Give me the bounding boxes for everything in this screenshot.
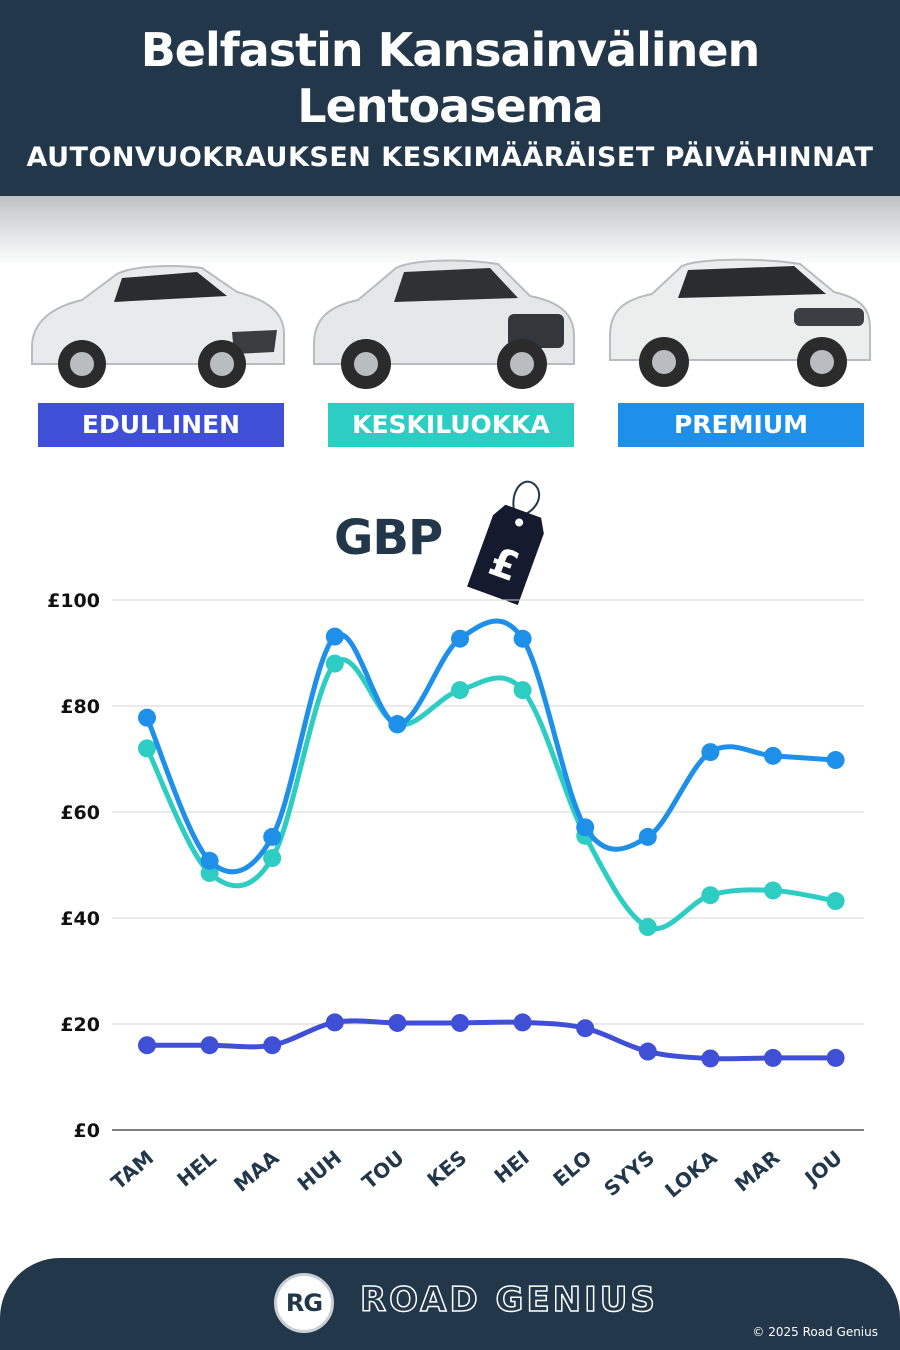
data-point — [325, 654, 344, 673]
y-tick-label: £0 — [74, 1120, 100, 1142]
data-point — [764, 881, 782, 900]
data-point — [388, 1013, 407, 1032]
data-point — [138, 739, 156, 758]
brand-name: ROAD GENIUS — [359, 1279, 658, 1321]
x-tick-label: MAA — [229, 1145, 284, 1196]
page-title-line2: Lentoasema — [297, 79, 603, 133]
x-tick-label: KES — [422, 1145, 471, 1191]
y-tick-label: £60 — [60, 802, 100, 824]
data-point — [576, 1019, 595, 1038]
data-point — [451, 629, 469, 648]
data-point — [701, 1049, 720, 1068]
category-badge-economy: EDULLINEN — [38, 403, 284, 447]
data-point — [701, 886, 720, 905]
page-title-line1: Belfastin Kansainvälinen — [140, 23, 761, 77]
series-line — [144, 657, 839, 932]
series-line — [144, 1018, 839, 1062]
y-tick-label: £80 — [60, 696, 100, 718]
data-point — [638, 827, 657, 846]
price-tag-icon: £ — [467, 480, 544, 606]
data-point — [513, 1013, 532, 1032]
footer-bar — [0, 1258, 900, 1350]
data-point — [638, 1042, 657, 1061]
y-tick-label: £40 — [60, 908, 100, 930]
category-badge-premium: PREMIUM — [618, 403, 864, 447]
category-badge-midsize: KESKILUOKKA — [328, 403, 574, 447]
data-point — [263, 849, 282, 868]
data-point — [451, 1013, 469, 1032]
data-point — [826, 751, 845, 770]
header-banner: Belfastin Kansainvälinen Lentoasema AUTO… — [0, 0, 900, 200]
hatchback-car-image — [31, 265, 285, 388]
data-point — [764, 746, 782, 765]
data-point — [451, 681, 469, 700]
road-genius-logo-icon: RG — [274, 1273, 334, 1333]
currency-label: GBP — [334, 510, 443, 566]
x-tick-label: SYYS — [599, 1145, 659, 1201]
data-point — [263, 827, 282, 846]
x-tick-label: TOU — [357, 1145, 408, 1194]
data-point — [263, 1036, 282, 1055]
data-point — [764, 1048, 782, 1067]
data-point — [826, 892, 845, 911]
data-point — [325, 627, 344, 646]
data-point — [513, 629, 532, 648]
x-tick-label: HEI — [489, 1145, 533, 1188]
data-point — [325, 1013, 344, 1032]
header-shadow — [0, 196, 900, 266]
x-tick-label: TAM — [106, 1145, 158, 1194]
y-tick-label: £20 — [60, 1014, 100, 1036]
data-point — [388, 715, 407, 734]
page-subtitle: AUTONVUOKRAUKSEN KESKIMÄÄRÄISET PÄIVÄHIN… — [26, 142, 874, 173]
x-tick-label: HEL — [172, 1145, 221, 1191]
copyright-text: © 2025 Road Genius — [752, 1325, 878, 1339]
x-tick-label: LOKA — [660, 1145, 722, 1202]
data-point — [513, 681, 532, 700]
x-tick-label: MAR — [730, 1145, 784, 1196]
data-point — [138, 1036, 156, 1055]
y-tick-label: £100 — [47, 590, 100, 612]
x-tick-label: HUH — [293, 1145, 347, 1195]
series-line — [144, 618, 839, 875]
data-point — [138, 708, 156, 727]
data-point — [200, 1036, 219, 1055]
data-point — [826, 1048, 845, 1067]
data-point — [200, 851, 219, 870]
x-tick-label: JOU — [799, 1145, 847, 1191]
suv-car-image — [313, 259, 575, 389]
data-point — [701, 743, 720, 762]
price-line-chart: £0 £20 £40 £60 £80 £100 TAM HEL MAA HUH TOU KES HEI E… — [47, 590, 864, 1202]
data-point — [576, 818, 595, 837]
x-tick-label: ELO — [548, 1145, 596, 1191]
premium-suv-car-image — [609, 258, 871, 387]
data-point — [638, 918, 657, 937]
